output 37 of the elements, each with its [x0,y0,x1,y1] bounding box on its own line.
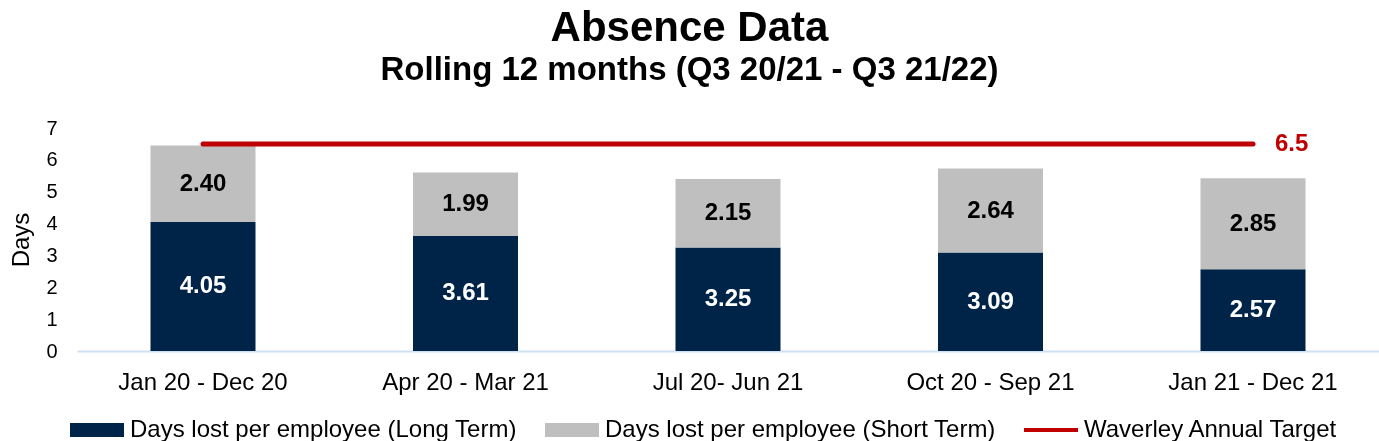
data-label: 2.57 [1229,295,1277,323]
data-label: 2.85 [1229,208,1277,236]
bar [1200,178,1306,270]
y-tick-label: 7 [46,116,58,139]
data-label: 3.09 [967,286,1014,314]
x-tick-label: Oct 20 - Sep 21 [906,367,1075,395]
chart-title: Absence Data [550,3,830,50]
data-label: 3.61 [442,278,489,306]
bar [150,145,256,222]
data-label: 6.5 [1275,128,1309,156]
bar [413,236,518,351]
bar [150,221,256,351]
data-label: 1.99 [442,189,489,217]
y-tick-label: 0 [46,339,58,362]
x-tick-label: Jan 21 - Dec 21 [1168,367,1338,395]
y-tick-label: 2 [46,275,58,298]
x-tick-label: Apr 20 - Mar 21 [382,367,549,395]
y-tick-label: 1 [46,307,58,330]
y-axis-title: Days [7,212,35,268]
x-tick-label: Jan 20 - Dec 20 [118,367,288,395]
bar [938,168,1043,253]
data-label: 4.05 [179,271,227,299]
y-tick-label: 6 [46,148,58,171]
x-tick-label: Jul 20- Jun 21 [652,367,804,395]
bar [675,178,781,248]
data-label: 2.40 [179,168,227,196]
y-tick-label: 4 [46,212,58,235]
bar [938,252,1043,351]
y-tick-label: 5 [46,180,58,203]
data-label: 2.64 [967,195,1015,223]
bar [1200,269,1306,351]
bar [675,247,781,351]
data-label: 3.25 [704,284,752,312]
data-label: 2.15 [704,198,752,226]
chart-subtitle: Rolling 12 months (Q3 20/21 - Q3 21/22) [380,50,999,87]
bar [413,172,518,236]
y-tick-label: 3 [46,243,58,266]
